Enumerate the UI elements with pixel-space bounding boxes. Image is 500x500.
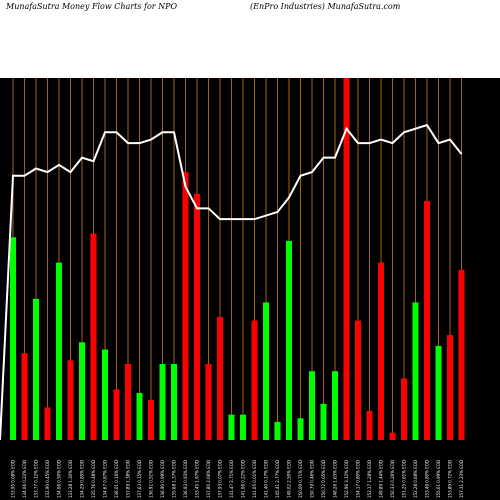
x-tick-label: 141.06 0.22% EOD (241, 460, 246, 498)
x-tick-label: 134.06 0.22% EOD (22, 460, 27, 498)
x-tick-label: 136.90 0.99% EOD (160, 460, 165, 498)
bar (159, 363, 166, 440)
bar (194, 193, 200, 440)
bar (67, 360, 74, 440)
x-tick-label: 155.01 0.99% EOD (436, 460, 441, 498)
bar (332, 371, 338, 440)
x-tick-label: 152.96 3.12% EOD (344, 460, 349, 498)
x-tick-label: 152.17 1.28% EOD (367, 460, 372, 498)
bar (102, 349, 108, 440)
bar (320, 403, 327, 440)
bar (286, 240, 292, 440)
x-tick-label: 137.93 0.07% EOD (218, 460, 223, 498)
bar (21, 353, 28, 440)
x-tick-label: 133.95 0.08% EOD (11, 460, 16, 498)
x-tick-label: 136.01 0.16% EOD (114, 460, 119, 498)
bar (148, 400, 154, 440)
bar (205, 363, 212, 440)
x-tick-label: 150.33 0.26% EOD (390, 460, 395, 498)
bar (263, 302, 269, 440)
x-axis-labels: 133.95 0.08% EOD 134.06 0.22% EOD 133.77 0… (11, 460, 465, 498)
bar (228, 414, 235, 440)
bar (412, 302, 419, 440)
x-tick-label: 134.06 0.50% EOD (57, 460, 62, 498)
bar (240, 414, 246, 440)
bars-group (10, 78, 465, 440)
chart-header: MunafaSutra Money Flow Charts for NPO (E… (0, 0, 500, 78)
bar (378, 262, 384, 440)
bar (56, 262, 62, 440)
x-tick-label: 149.02 2.50% EOD (287, 460, 292, 498)
chart-title: MunafaSutra Money Flow Charts for NPO (6, 2, 178, 11)
bar (297, 418, 304, 440)
x-tick-label: 136.92 0.51% EOD (149, 460, 154, 498)
bar (125, 363, 131, 440)
bar (251, 320, 258, 440)
x-tick-label: 151.25 0.61% EOD (402, 460, 407, 498)
x-tick-label: 150.72 0.05% EOD (321, 460, 326, 498)
bar (33, 298, 39, 440)
bar (171, 363, 177, 440)
x-tick-label: 154.17 0.80% EOD (356, 460, 361, 498)
bar (217, 316, 223, 440)
x-tick-label: 141.47 2.71% EOD (229, 460, 234, 498)
bar (447, 335, 453, 440)
bar (90, 233, 97, 440)
bar (10, 237, 16, 440)
bar (136, 392, 143, 440)
x-tick-label: 133.77 0.12% EOD (34, 460, 39, 498)
x-tick-label: 150.09 0.71% EOD (298, 460, 303, 498)
x-tick-label: 148.26 1.63% EOD (333, 460, 338, 498)
x-tick-label: 137.80 2.06% EOD (206, 460, 211, 498)
bar (401, 378, 407, 440)
x-tick-label: 137.63 0.15% EOD (137, 460, 142, 498)
x-tick-label: 132.90 0.45% EOD (45, 460, 50, 498)
x-tick-label: 150.79 0.46% EOD (310, 460, 315, 498)
bar (435, 345, 442, 440)
x-tick-label: 149.89 1.44% EOD (379, 460, 384, 498)
x-tick-label: 134.67 0.87% EOD (103, 460, 108, 498)
bar (389, 432, 396, 440)
x-tick-label: 153.89 0.72% EOD (448, 460, 453, 498)
bar (355, 320, 361, 440)
x-tick-label: 157.31 2.23% EOD (459, 460, 464, 498)
bar (343, 78, 350, 440)
x-tick-label: 135.68 1.37% EOD (172, 460, 177, 498)
bar (79, 342, 85, 440)
x-tick-label: 133.45 1.97% EOD (195, 460, 200, 498)
x-tick-label: 137.89 1.38% EOD (126, 460, 131, 498)
x-tick-label: 135.76 0.48% EOD (91, 460, 96, 498)
chart-subtitle: (EnPro Industries) MunafaSutra.com (250, 2, 401, 11)
money-flow-line-group (0, 123, 463, 441)
money-flow-line (0, 123, 463, 441)
x-tick-label: 153.49 0.80% EOD (425, 460, 430, 498)
bar (113, 389, 120, 440)
bar (424, 201, 430, 440)
bar (44, 407, 51, 440)
bar (458, 269, 465, 440)
bar (309, 371, 315, 440)
bar (182, 172, 189, 440)
bar (274, 421, 281, 440)
x-tick-label: 141.40 0.17% EOD (264, 460, 269, 498)
x-tick-label: 152.28 0.68% EOD (413, 460, 418, 498)
x-tick-label: 136.93 0.93% EOD (183, 460, 188, 498)
x-tick-label: 134.29 0.85% EOD (80, 460, 85, 498)
x-tick-label: 133.28 1.30% EOD (68, 460, 73, 498)
x-tick-label: 141.05 0.01% EOD (252, 460, 257, 498)
bar (366, 411, 373, 440)
x-tick-label: 145.41 2.77% EOD (275, 460, 280, 498)
